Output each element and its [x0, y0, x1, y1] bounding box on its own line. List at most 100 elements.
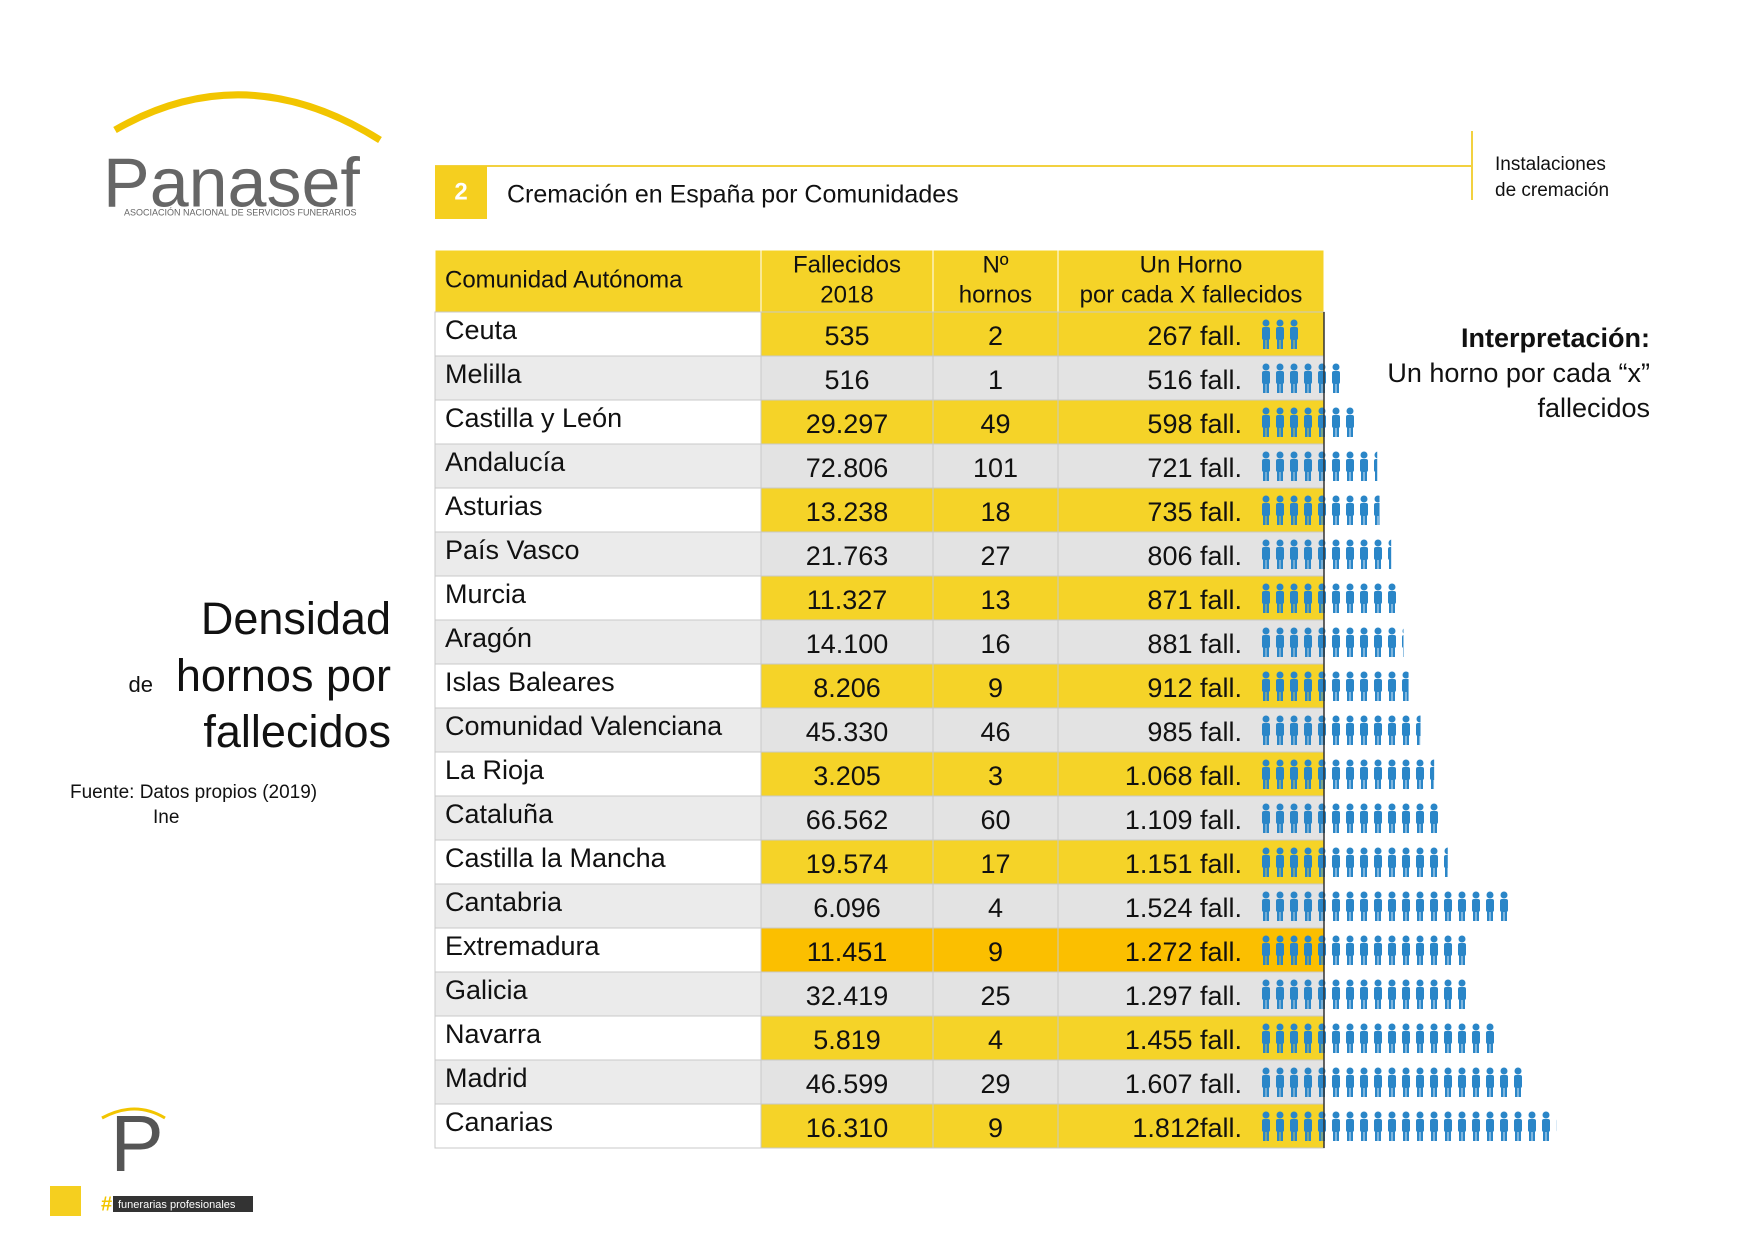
sidebar-title: Densidad — [201, 593, 391, 644]
cell — [760, 707, 934, 753]
pictogram — [1259, 400, 1358, 444]
cell-text: Islas Baleares — [445, 667, 615, 697]
cell-text: 25 — [980, 981, 1010, 1011]
cell-text: 1.607 fall. — [1125, 1069, 1242, 1099]
cell-text: 45.330 — [806, 717, 889, 747]
pictogram — [1259, 840, 1448, 884]
cell-text: 14.100 — [806, 629, 889, 659]
cell — [760, 795, 934, 841]
source: Ine — [153, 807, 179, 828]
cell-text: Cantabria — [445, 887, 563, 917]
section-label: Instalaciones — [1495, 154, 1606, 175]
cell-text: 735 fall. — [1147, 497, 1242, 527]
cell — [434, 531, 762, 577]
cell-text: 4 — [988, 1025, 1003, 1055]
cell-text: 21.763 — [806, 541, 889, 571]
cell-text: 535 — [824, 321, 869, 351]
logo-name: Panasef — [103, 143, 360, 221]
cell-text: 1.524 fall. — [1125, 893, 1242, 923]
cell-text: Ceuta — [445, 315, 518, 345]
cell — [932, 839, 1059, 885]
pictogram — [1259, 708, 1421, 752]
cell — [760, 355, 934, 401]
cell-text: Madrid — [445, 1063, 528, 1093]
cell — [434, 751, 762, 797]
cell-text: 598 fall. — [1147, 409, 1242, 439]
header-label: Fallecidos — [793, 251, 901, 278]
cell-text: 16 — [980, 629, 1010, 659]
cell-text: 1 — [988, 365, 1003, 395]
cell — [932, 575, 1059, 621]
cell-text: Aragón — [445, 623, 532, 653]
cell-text: 11.327 — [807, 585, 888, 615]
section-label: de cremación — [1495, 180, 1609, 201]
cell — [760, 575, 934, 621]
sidebar-title: fallecidos — [203, 706, 391, 757]
header-label: 2018 — [820, 281, 873, 308]
pictogram — [1259, 1104, 1557, 1148]
header-cell — [932, 249, 1059, 313]
cell — [932, 663, 1059, 709]
cell-text: Galicia — [445, 975, 529, 1005]
cell-text: 11.451 — [807, 937, 888, 967]
header-cell — [1057, 249, 1325, 313]
cell-text: 806 fall. — [1147, 541, 1242, 571]
cell — [434, 443, 762, 489]
cell-text: 3.205 — [813, 761, 881, 791]
cell-text: 871 fall. — [1147, 585, 1242, 615]
cell-text: 13.238 — [806, 497, 889, 527]
interpretation-title: Interpretación: — [1461, 323, 1650, 353]
table: Comunidad Autónoma Fallecidos 2018 Nº hornos… — [434, 249, 1557, 1149]
pictogram — [1259, 1060, 1523, 1104]
cell — [932, 487, 1059, 533]
cell-text: 1.297 fall. — [1125, 981, 1242, 1011]
cell-text: 1.068 fall. — [1125, 761, 1242, 791]
cell-text: Andalucía — [445, 447, 566, 477]
cell — [760, 487, 934, 533]
cell — [760, 839, 934, 885]
header-title: Cremación en España por Comunidades — [507, 181, 959, 209]
pictogram — [1259, 884, 1509, 928]
cell-text: 985 fall. — [1147, 717, 1242, 747]
cell-text: 6.096 — [813, 893, 881, 923]
cell-text: Canarias — [445, 1107, 553, 1137]
cell-text: 4 — [988, 893, 1003, 923]
cell-text: 19.574 — [806, 849, 889, 879]
cell-text: Melilla — [445, 359, 523, 389]
cell — [932, 311, 1059, 357]
cell-text: 29.297 — [806, 409, 889, 439]
cell-text: 9 — [988, 937, 1003, 967]
cell-text: 27 — [980, 541, 1010, 571]
cell — [434, 1103, 762, 1149]
logo: Panasef ASOCIACIÓN NACIONAL DE SERVICIOS… — [103, 91, 382, 221]
cell — [932, 443, 1059, 489]
cell — [932, 927, 1059, 973]
interpretation-text: Un horno por cada “x” — [1387, 358, 1650, 388]
pictogram — [1259, 576, 1402, 620]
cell-text: 2 — [988, 321, 1003, 351]
header-label: por cada X fallecidos — [1080, 281, 1303, 308]
cell-text: 46 — [980, 717, 1010, 747]
cell-text: 49 — [980, 409, 1010, 439]
cell-text: Castilla la Mancha — [445, 843, 667, 873]
sidebar-title: hornos por — [176, 650, 391, 701]
section-badge — [435, 166, 487, 219]
header-label: hornos — [959, 281, 1032, 308]
cell-text: 8.206 — [813, 673, 881, 703]
cell-text: 267 fall. — [1147, 321, 1242, 351]
pictogram — [1259, 928, 1468, 972]
cell-text: 5.819 — [813, 1025, 881, 1055]
cell — [932, 883, 1059, 929]
footer-arc — [101, 1107, 166, 1120]
cell-text: 13 — [980, 585, 1010, 615]
pictogram — [1259, 488, 1380, 532]
cell — [434, 487, 762, 533]
pictogram — [1259, 356, 1344, 400]
cell-text: 101 — [973, 453, 1018, 483]
cell-text: 1.272 fall. — [1125, 937, 1242, 967]
cell — [434, 663, 762, 709]
cell — [434, 1015, 762, 1061]
footer-logo: P # funerarias profesionales — [50, 1099, 253, 1216]
pictogram — [1259, 972, 1472, 1016]
cell-text: 912 fall. — [1147, 673, 1242, 703]
